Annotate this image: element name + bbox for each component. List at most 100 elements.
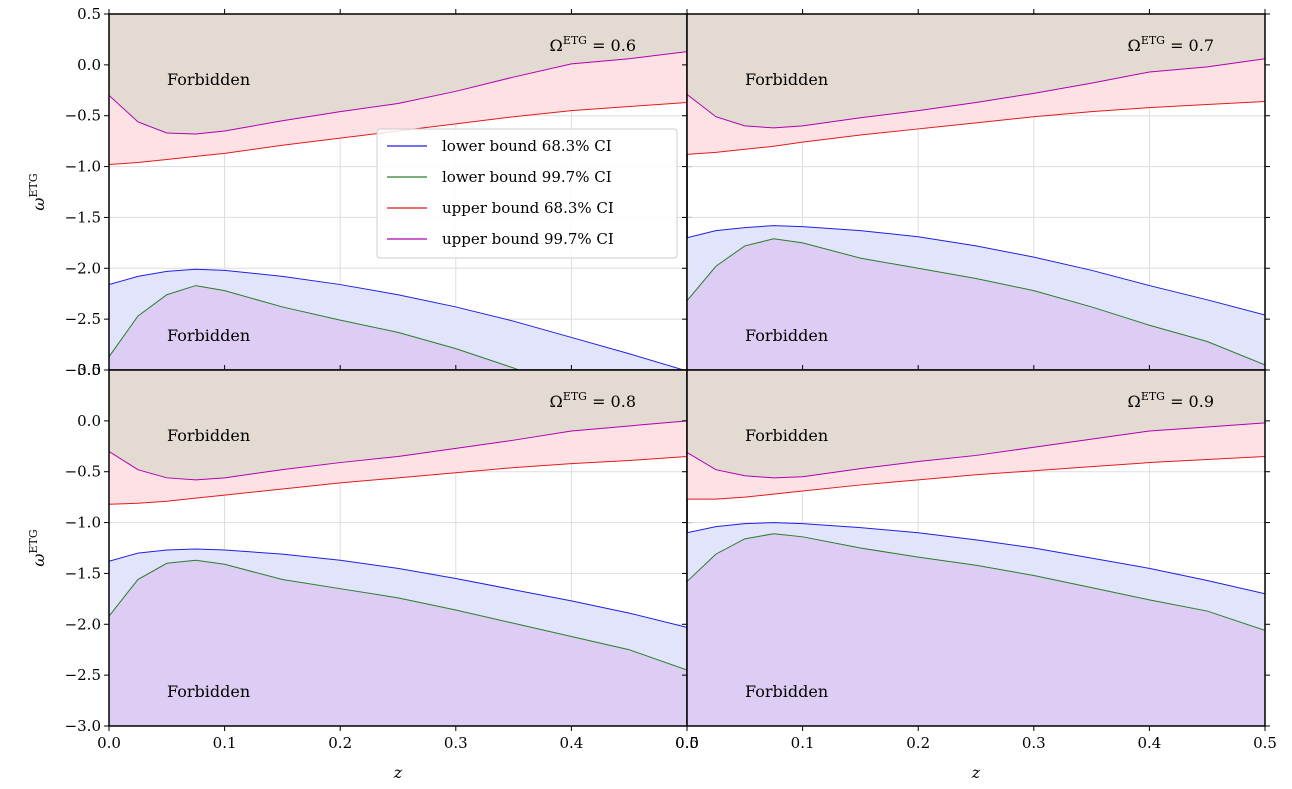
series-upper-bound-68-line <box>687 455 1265 500</box>
y-tick-label: −1.5 <box>65 564 101 582</box>
forbidden-label-top: Forbidden <box>745 426 828 445</box>
x-tick-label: 0.0 <box>675 734 699 752</box>
ticks: 0.0 0.1 0.2 0.3 0.4 0.50.50.0−0.5−1.0−1.5−2.0… <box>65 361 699 752</box>
ylabel-bottom: ωETG <box>27 529 48 566</box>
y-tick-label: 0.5 <box>77 5 101 23</box>
x-tick-label: 0.1 <box>213 734 237 752</box>
x-tick-label: 0.2 <box>906 734 930 752</box>
upper-bound-band <box>109 51 687 165</box>
y-tick-label: −3.0 <box>65 361 101 379</box>
plot-area <box>687 370 1265 726</box>
series-upper-bound-68-line <box>687 100 1265 155</box>
upper-bound-band <box>687 58 1265 155</box>
series-lower-bound-68-line <box>687 522 1265 595</box>
panel-label: ΩETG = 0.8 <box>550 390 636 411</box>
x-tick-label: 0.4 <box>1137 734 1161 752</box>
forbidden-region-bottom <box>109 560 687 726</box>
forbidden-label-top: Forbidden <box>745 70 828 89</box>
forbidden-label-bottom: Forbidden <box>167 682 250 701</box>
y-tick-label: −2.5 <box>65 310 101 328</box>
y-tick-label: −1.0 <box>65 158 101 176</box>
ticks: 0.0 0.1 0.2 0.3 0.4 0.5 <box>675 365 1277 752</box>
legend-label: lower bound 68.3% CI <box>442 137 612 155</box>
x-tick-label: 0.0 <box>97 734 121 752</box>
axes-frame <box>686 369 1266 727</box>
upper-bound-band <box>109 420 687 505</box>
series-upper-bound-99-line <box>687 422 1265 479</box>
series-lower-bound-68-line <box>109 548 687 628</box>
y-tick-label: −1.5 <box>65 208 101 226</box>
series-lower-bound-68-line <box>109 268 686 370</box>
series-lower-bound-99-line <box>687 238 1265 366</box>
forbidden-region-top <box>687 370 1265 478</box>
y-tick-label: −0.5 <box>65 107 101 125</box>
legend-entry: upper bound 68.3% CI <box>387 199 614 217</box>
series-upper-bound-99-line <box>109 420 687 481</box>
forbidden-region-top <box>687 14 1265 128</box>
x-tick-label: 0.3 <box>1022 734 1046 752</box>
forbidden-label-bottom: Forbidden <box>745 682 828 701</box>
x-tick-label: 0.1 <box>791 734 815 752</box>
y-tick-label: 0.5 <box>77 361 101 379</box>
legend-box <box>376 128 678 259</box>
legend-entry: upper bound 99.7% CI <box>387 230 614 248</box>
legend-entry: lower bound 68.3% CI <box>387 137 612 155</box>
legend-label: lower bound 99.7% CI <box>442 168 612 186</box>
forbidden-region-top <box>109 14 687 135</box>
forbidden-label-bottom: Forbidden <box>167 326 250 345</box>
forbidden-region-bottom <box>687 533 1265 726</box>
series-upper-bound-99-line <box>687 58 1265 129</box>
plot-area <box>109 370 687 726</box>
forbidden-label-top: Forbidden <box>167 70 250 89</box>
lower-bound-band <box>687 522 1265 631</box>
legend-label: upper bound 68.3% CI <box>442 199 614 217</box>
xlabel-left: z <box>393 763 403 782</box>
panel-1: Forbidden Forbidden ΩETG = 0.6 0.5 0.0 −0.5 −1… <box>65 5 692 379</box>
series-lower-bound-99-line <box>109 559 687 671</box>
x-tick-label: 0.4 <box>559 734 583 752</box>
lower-bound-band <box>109 269 684 370</box>
lower-bound-band <box>687 225 1265 365</box>
series-upper-bound-99-line <box>109 51 687 135</box>
x-tick-label: 0.2 <box>328 734 352 752</box>
panel-2: Forbidden Forbidden ΩETG = 0.7 <box>682 9 1270 375</box>
y-tick-label: −3.0 <box>65 717 101 735</box>
x-tick-label: 0.5 <box>675 734 699 752</box>
series-upper-bound-68-line <box>109 101 687 166</box>
series-upper-bound-68-line <box>109 455 687 505</box>
y-tick-label: 0.0 <box>77 56 101 74</box>
legend-label: upper bound 99.7% CI <box>442 230 614 248</box>
legend: lower bound 68.3% CI lower bound 99.7% CI… <box>376 128 678 259</box>
panel-4: Forbidden Forbidden ΩETG = 0.9 0.0 0.1 0.2 0.3… <box>675 365 1277 752</box>
forbidden-label-top: Forbidden <box>167 426 250 445</box>
panel-label: ΩETG = 0.6 <box>550 34 636 55</box>
panel-label: ΩETG = 0.7 <box>1128 34 1214 55</box>
y-tick-label: −2.0 <box>65 615 101 633</box>
forbidden-region-bottom <box>687 238 1265 370</box>
lower-bound-band <box>109 549 687 671</box>
upper-bound-band <box>687 422 1265 500</box>
ylabel-top: ωETG <box>27 173 48 210</box>
y-tick-label: −2.5 <box>65 666 101 684</box>
plot-area <box>687 14 1265 370</box>
legend-entry: lower bound 99.7% CI <box>387 168 612 186</box>
series-lower-bound-99-line <box>109 285 521 370</box>
forbidden-region-top <box>109 370 687 480</box>
y-tick-label: −0.5 <box>65 463 101 481</box>
y-tick-label: 0.0 <box>77 412 101 430</box>
panel-3: Forbidden Forbidden ΩETG = 0.8 0.0 0.1 0.2 0.3… <box>65 361 699 752</box>
x-tick-label: 0.3 <box>444 734 468 752</box>
y-tick-label: −1.0 <box>65 514 101 532</box>
panel-label: ΩETG = 0.9 <box>1128 390 1214 411</box>
series-lower-bound-99-line <box>687 533 1265 631</box>
y-tick-label: −2.0 <box>65 259 101 277</box>
x-tick-label: 0.5 <box>1253 734 1277 752</box>
series-lower-bound-68-line <box>687 225 1265 316</box>
plot-area <box>109 14 687 370</box>
xlabel-right: z <box>971 763 981 782</box>
forbidden-label-bottom: Forbidden <box>745 326 828 345</box>
forbidden-region-bottom <box>109 285 519 370</box>
axis-titles: ωETG ωETG z z <box>27 173 981 782</box>
